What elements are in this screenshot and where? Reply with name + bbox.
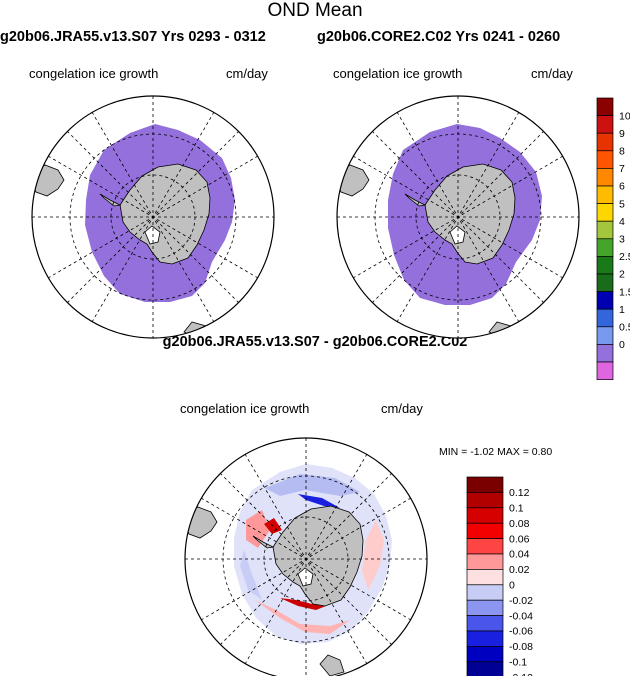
main-colorbar-label: 0 <box>619 339 625 351</box>
main-colorbar-label: 1.5 <box>619 286 630 298</box>
main-colorbar-swatch <box>596 238 614 257</box>
diff-colorbar-swatch <box>466 646 504 663</box>
main-colorbar-swatch <box>596 185 614 204</box>
panel2-variable-label: congelation ice growth <box>333 66 463 81</box>
diff-field-positive <box>362 520 384 590</box>
panel3-graticule <box>185 438 427 676</box>
main-colorbar-swatch <box>596 203 614 222</box>
ross-sea-notch <box>297 567 314 587</box>
diff-colorbar-swatch <box>466 522 504 539</box>
main-colorbar-label: 2 <box>619 269 625 281</box>
main-colorbar-swatch <box>596 256 614 275</box>
antarctic-peninsula <box>404 193 427 207</box>
panel3-variable-label: congelation ice growth <box>180 401 310 416</box>
main-colorbar-label: 9 <box>619 128 625 140</box>
diff-field-strong-negative <box>298 494 340 508</box>
antarctica-landmass <box>424 163 516 265</box>
diff-colorbar-label: -0.12 <box>509 672 533 676</box>
panel1-map-border <box>31 95 275 339</box>
main-colorbar-label: 2.5 <box>619 251 630 263</box>
diff-colorbar-label: 0.02 <box>509 564 530 576</box>
diff-field-positive <box>255 600 350 634</box>
diff-colorbar-swatch <box>466 492 504 509</box>
diff-colorbar-label: 0.12 <box>509 487 530 499</box>
diff-colorbar-label: -0.04 <box>509 610 533 622</box>
panel2-map <box>336 95 580 339</box>
main-colorbar-swatch <box>596 220 614 240</box>
panel1-map <box>31 95 275 339</box>
diff-colorbar-label: -0.06 <box>509 626 533 638</box>
diff-colorbar-label: 0.06 <box>509 533 530 545</box>
panel3-map-border <box>184 437 428 676</box>
panel2-map-border <box>336 95 580 339</box>
australia-landmass <box>319 654 345 676</box>
diff-field-negative <box>265 474 360 496</box>
main-colorbar: 10 9 8 7 6 5 4 3 2.5 2 1.5 1 0.5 0 <box>596 97 630 380</box>
panel3-units-label: cm/day <box>381 401 423 416</box>
main-title: OND Mean <box>267 0 363 21</box>
main-colorbar-swatch <box>596 361 614 380</box>
antarctica-landmass <box>119 163 211 265</box>
panel3-title: g20b06.JRA55.v13.S07 - g20b06.CORE2.C02 <box>162 334 468 350</box>
panel1-units-label: cm/day <box>226 66 268 81</box>
panel1-variable-label: congelation ice growth <box>29 66 159 81</box>
main-colorbar-swatch <box>596 97 614 116</box>
main-colorbar-label: 10 <box>619 110 630 122</box>
antarctic-peninsula <box>252 535 275 549</box>
diff-colorbar-label: -0.08 <box>509 641 533 653</box>
diff-colorbar-swatch <box>466 615 504 632</box>
panel3-map <box>184 437 428 676</box>
diff-colorbar-label: -0.1 <box>509 656 527 668</box>
ross-sea-notch <box>449 225 466 245</box>
main-colorbar-swatch <box>596 344 614 363</box>
diff-colorbar-swatch <box>466 661 504 676</box>
main-colorbar-swatch <box>596 326 614 345</box>
main-colorbar-swatch <box>596 308 614 328</box>
antarctica-landmass <box>272 505 364 607</box>
diff-colorbar-label: -0.02 <box>509 595 533 607</box>
diff-colorbar-swatch <box>466 630 504 647</box>
diff-colorbar-swatch <box>466 584 504 601</box>
diff-colorbar-swatch <box>466 538 504 555</box>
ross-sea-notch <box>144 225 161 245</box>
diff-colorbar-label: 0 <box>509 579 515 591</box>
diff-field-positive <box>246 510 270 548</box>
diff-stats-label: MIN = -1.02 MAX = 0.80 <box>439 446 553 458</box>
diff-colorbar-swatch <box>466 476 504 493</box>
diff-colorbar-swatch <box>466 553 504 570</box>
main-colorbar-swatch <box>596 132 614 152</box>
diff-colorbar-swatch <box>466 569 504 586</box>
main-colorbar-label: 5 <box>619 198 625 210</box>
antarctic-peninsula <box>99 193 122 207</box>
main-colorbar-label: 7 <box>619 163 625 175</box>
diff-field-negative <box>240 550 262 600</box>
diff-field-strong-positive <box>280 598 326 610</box>
panel1-title: g20b06.JRA55.v13.S07 Yrs 0293 - 0312 <box>0 29 266 45</box>
diff-colorbar-label: 0.1 <box>509 502 524 514</box>
diff-colorbar-label: 0.08 <box>509 518 530 530</box>
diff-colorbar-label: 0.04 <box>509 549 530 561</box>
main-colorbar-label: 6 <box>619 181 625 193</box>
main-colorbar-label: 1 <box>619 304 625 316</box>
main-colorbar-swatch <box>596 150 614 169</box>
main-colorbar-swatch <box>596 291 614 310</box>
main-colorbar-swatch <box>596 168 614 187</box>
diff-colorbar-swatch <box>466 507 504 524</box>
panel1-graticule <box>32 96 274 338</box>
main-colorbar-label: 0.5 <box>619 321 630 333</box>
main-colorbar-swatch <box>596 115 614 134</box>
diff-colorbar: 0.12 0.1 0.08 0.06 0.04 0.02 0 -0.02 -0.04 -0.06 -… <box>466 476 533 676</box>
main-colorbar-label: 3 <box>619 233 625 245</box>
main-colorbar-label: 4 <box>619 216 625 228</box>
panel2-units-label: cm/day <box>531 66 573 81</box>
main-colorbar-swatch <box>596 273 614 292</box>
panel2-graticule <box>337 96 579 338</box>
diff-colorbar-swatch <box>466 599 504 616</box>
panel2-title: g20b06.CORE2.C02 Yrs 0241 - 0260 <box>317 29 561 45</box>
main-colorbar-label: 8 <box>619 145 625 157</box>
